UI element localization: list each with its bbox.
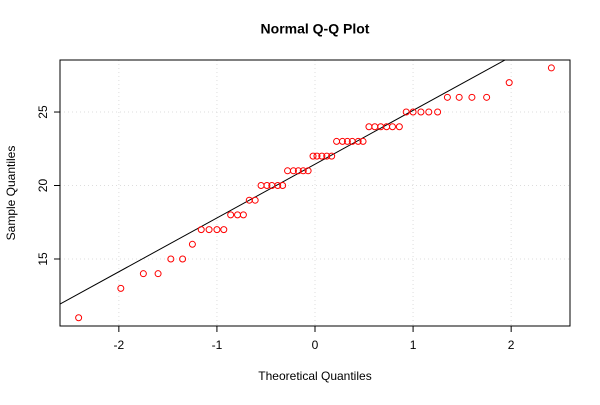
point xyxy=(263,182,271,190)
point xyxy=(333,137,341,145)
point xyxy=(425,108,433,116)
point xyxy=(239,211,247,219)
point xyxy=(188,240,196,248)
plot-frame xyxy=(59,59,571,327)
x-tick-label: 1 xyxy=(410,338,417,352)
point xyxy=(167,255,175,263)
reference-line xyxy=(60,60,507,305)
y-tick-label: 25 xyxy=(36,105,50,119)
point xyxy=(359,137,367,145)
point xyxy=(205,226,213,234)
y-tick-label: 20 xyxy=(36,179,50,193)
y-axis-label: Sample Quantiles xyxy=(4,146,18,241)
point xyxy=(227,211,235,219)
point xyxy=(388,123,396,131)
point xyxy=(365,123,373,131)
point xyxy=(234,211,242,219)
point xyxy=(483,93,491,101)
point xyxy=(468,93,476,101)
point xyxy=(443,93,451,101)
point xyxy=(547,64,555,72)
point xyxy=(395,123,403,131)
point xyxy=(304,167,312,175)
x-tick-label: 0 xyxy=(312,338,319,352)
point xyxy=(251,196,259,204)
point xyxy=(139,270,147,278)
point xyxy=(284,167,292,175)
point xyxy=(338,137,346,145)
point xyxy=(213,226,221,234)
point xyxy=(154,270,162,278)
point xyxy=(257,182,265,190)
point xyxy=(455,93,463,101)
x-tick-label: -2 xyxy=(114,338,125,352)
y-tick-label: 15 xyxy=(36,252,50,266)
point xyxy=(197,226,205,234)
point xyxy=(75,314,83,322)
point xyxy=(294,167,302,175)
point xyxy=(318,152,326,160)
point xyxy=(299,167,307,175)
point xyxy=(117,284,125,292)
point xyxy=(323,152,331,160)
point xyxy=(343,137,351,145)
point xyxy=(313,152,321,160)
point xyxy=(505,79,513,87)
point xyxy=(409,108,417,116)
point xyxy=(279,182,287,190)
point xyxy=(371,123,379,131)
point xyxy=(289,167,297,175)
point xyxy=(402,108,410,116)
point xyxy=(354,137,362,145)
x-tick-label: 2 xyxy=(508,338,515,352)
point xyxy=(328,152,336,160)
point xyxy=(179,255,187,263)
x-tick-label: -1 xyxy=(212,338,223,352)
point xyxy=(434,108,442,116)
x-axis-label: Theoretical Quantiles xyxy=(258,369,371,383)
point xyxy=(274,182,282,190)
point xyxy=(220,226,228,234)
chart-title: Normal Q-Q Plot xyxy=(261,21,370,37)
point xyxy=(417,108,425,116)
point xyxy=(309,152,317,160)
